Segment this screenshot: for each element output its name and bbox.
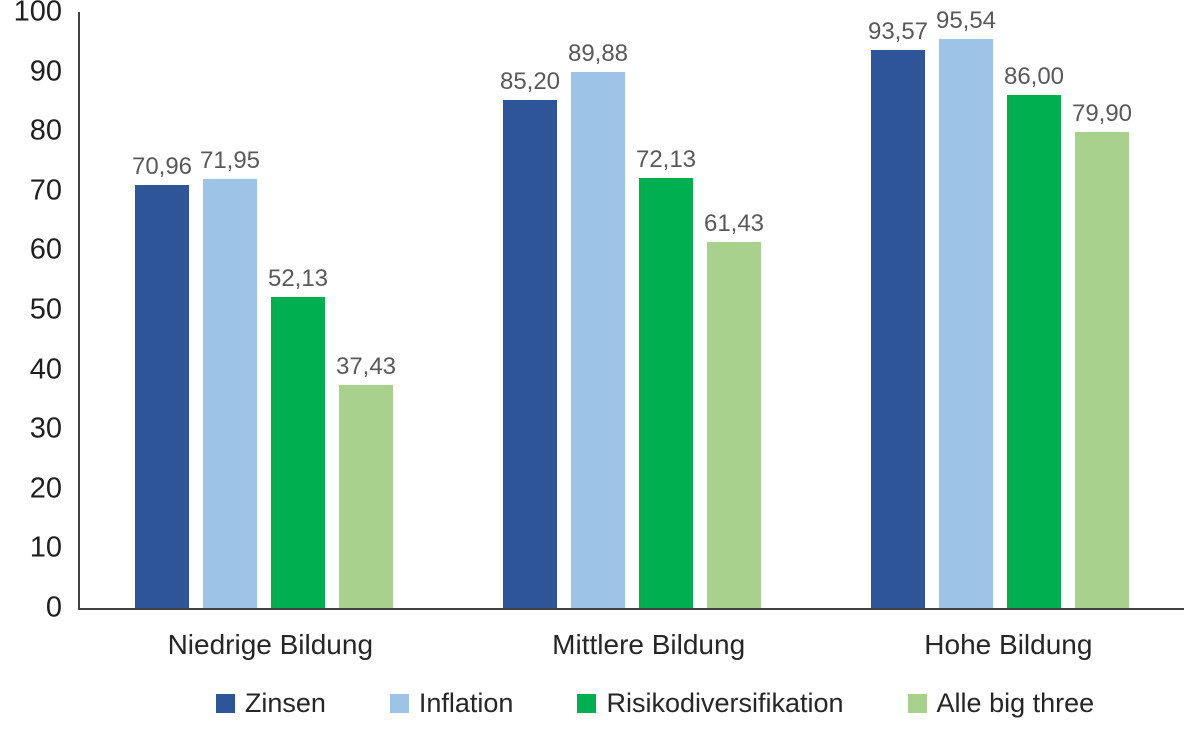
y-axis-tick-label: 60 xyxy=(29,233,62,266)
legend-label: Alle big three xyxy=(936,688,1095,718)
y-axis-tick-label: 30 xyxy=(29,412,62,445)
bar: 85,20 xyxy=(500,70,560,608)
bar: 52,13 xyxy=(268,267,328,608)
chart-legend: Zinsen Inflation Risikodiversifikation Alle… xyxy=(110,690,1200,717)
legend-item: Risikodiversifikation xyxy=(577,688,844,718)
legend-label: Inflation xyxy=(418,688,514,718)
legend-swatch-icon xyxy=(215,694,235,713)
y-axis-tick-label: 80 xyxy=(29,114,62,147)
y-axis-tick-label: 20 xyxy=(29,472,62,505)
legend-swatch-icon xyxy=(577,694,597,713)
y-axis-tick-label: 40 xyxy=(29,353,62,386)
bar: 70,96 xyxy=(132,155,192,608)
x-axis-category-labels: Niedrige Bildung Mittlere Bildung Hohe Bil… xyxy=(78,628,1182,662)
x-axis-category-label: Mittlere Bildung xyxy=(552,629,746,660)
legend-item: Zinsen xyxy=(215,688,326,718)
x-axis-category-label: Niedrige Bildung xyxy=(167,629,374,660)
bar-value-label: 71,95 xyxy=(199,147,261,175)
bar-value-label: 61,43 xyxy=(703,209,765,237)
bar: 89,88 xyxy=(568,42,628,608)
plot-area: 70,96 71,95 52,13 37,43 85,20 89,88 72,13 61,43… xyxy=(78,8,1184,610)
bar: 72,13 xyxy=(636,148,696,608)
bar-value-label: 70,96 xyxy=(131,153,193,181)
legend-swatch-icon xyxy=(907,694,927,713)
y-axis-tick-label: 90 xyxy=(29,55,62,88)
y-axis-tick-label: 70 xyxy=(29,174,62,207)
y-axis-tick-label: 10 xyxy=(29,531,62,564)
x-axis-category-label: Hohe Bildung xyxy=(924,629,1093,660)
bar-value-label: 95,54 xyxy=(935,6,997,34)
legend-label: Risikodiversifikation xyxy=(606,688,844,718)
bar-value-label: 72,13 xyxy=(635,146,697,174)
y-axis-tick-labels: 0 10 20 30 40 50 60 70 80 90 100 xyxy=(0,0,62,622)
legend-swatch-icon xyxy=(389,694,409,713)
bar-group: 70,96 71,95 52,13 37,43 xyxy=(132,12,396,608)
y-axis-tick-label: 50 xyxy=(29,293,62,326)
bar: 71,95 xyxy=(200,149,260,608)
bar-value-label: 37,43 xyxy=(335,352,397,380)
bar: 95,54 xyxy=(936,8,996,608)
bar: 79,90 xyxy=(1072,101,1132,608)
bar: 61,43 xyxy=(704,211,764,608)
legend-item: Alle big three xyxy=(907,688,1095,718)
bar-value-label: 89,88 xyxy=(567,40,629,68)
bar: 86,00 xyxy=(1004,65,1064,608)
bar-group: 93,57 95,54 86,00 79,90 xyxy=(868,8,1132,608)
bar: 93,57 xyxy=(868,20,928,608)
y-axis-tick-label: 100 xyxy=(13,0,62,28)
bar-group: 85,20 89,88 72,13 61,43 xyxy=(500,12,764,608)
bar-value-label: 52,13 xyxy=(267,265,329,293)
legend-label: Zinsen xyxy=(244,688,326,718)
y-axis-tick-label: 0 xyxy=(45,591,62,624)
bar-value-label: 86,00 xyxy=(1003,63,1065,91)
legend-item: Inflation xyxy=(389,688,514,718)
bar-value-label: 79,90 xyxy=(1071,99,1133,127)
bar-value-label: 93,57 xyxy=(867,18,929,46)
bar-value-label: 85,20 xyxy=(499,68,561,96)
bar: 37,43 xyxy=(336,354,396,608)
